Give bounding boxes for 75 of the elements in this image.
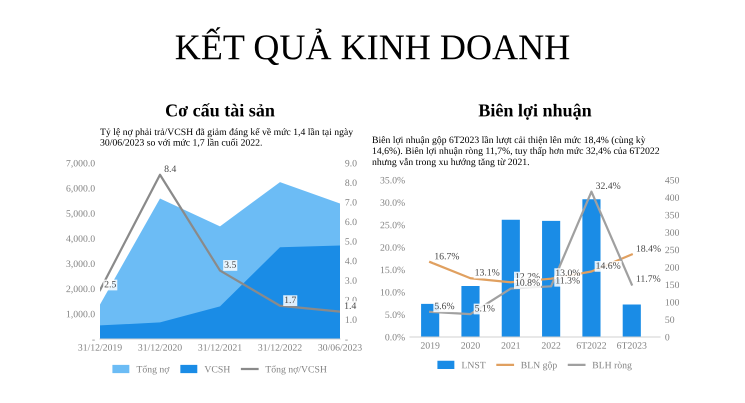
data-label: 5.6%	[434, 302, 454, 310]
data-label: 13.0%	[556, 269, 580, 276]
legend-label: LNST	[462, 362, 486, 368]
y2-tick-label: 100	[666, 299, 680, 306]
bar	[622, 304, 641, 337]
y2-tick-label: 50	[665, 316, 674, 324]
data-label: 12.2%	[516, 273, 540, 280]
x-tick-label: 6T2023	[617, 342, 647, 349]
y2-tick-label: 6.0	[345, 218, 357, 226]
y2-tick-label: 400	[665, 194, 680, 201]
data-label: 11.7%	[636, 275, 660, 282]
data-label: 1.7	[285, 296, 296, 304]
y-tick-label: 6,000.0	[66, 185, 95, 194]
y-tick-label: 0.0%	[385, 334, 405, 341]
y2-tick-label: 300	[665, 229, 680, 236]
y-tick-label: 5,000.0	[66, 210, 95, 218]
legend-label: Tổng nợ/VCSH	[265, 365, 327, 374]
chart-subtitle: Biên lợi nhuận gộp 6T2023 lần lượt cải thiện lên mức 18,4% (cùng kỳ 14,6%). Biên lợi nhuận ròng 11,7%, tuy thấp hơn mức 32,4% của 6T2022 nhưng vẫn trong xu hướng tăng từ 2021.	[372, 136, 660, 168]
y2-tick-label: 350	[665, 212, 680, 218]
legend-label: BLH ròng	[592, 361, 632, 370]
y2-tick-label: 5.0	[345, 238, 357, 245]
x-tick-label: 30/06/2023	[318, 344, 362, 351]
data-label: 5.1%	[475, 304, 495, 312]
chart-title: Biên lợi nhuận	[478, 104, 592, 120]
data-label: 8.4	[164, 165, 176, 172]
y-tick-label: 1,000.0	[66, 310, 95, 319]
chart-title: Cơ cấu tài sản	[166, 103, 275, 117]
data-label: 10.8%	[516, 279, 540, 286]
y-tick-label: 25.0%	[380, 222, 405, 228]
y-tick-label: 20.0%	[380, 244, 405, 251]
data-label: 32.4%	[596, 182, 620, 190]
y2-tick-label: 7.0	[346, 199, 357, 206]
legend-label: BLN gộp	[521, 361, 557, 370]
data-label: 16.7%	[435, 252, 460, 260]
data-label: 18.4%	[636, 245, 661, 252]
y2-tick-label: 250	[665, 246, 680, 254]
x-tick-label: 2019	[420, 342, 440, 349]
y-tick-label: 4,000.0	[66, 235, 95, 244]
y-tick-label: 7,000.0	[66, 160, 95, 168]
x-tick-label: 31/12/2019	[78, 344, 122, 351]
y-tick-label: 2,000.0	[66, 286, 95, 294]
y-tick-label: 5.0%	[385, 311, 405, 318]
x-tick-label: 2022	[542, 342, 560, 349]
data-label: 3.5	[224, 261, 236, 268]
y2-tick-label: 3.0	[345, 277, 357, 284]
chart-subtitle: Tỷ lệ nợ phải trả/VCSH đã giảm đáng kể về mức 1,4 lần tại ngày 30/06/2023 so với mức 1,7 lần cuối 2022.	[100, 128, 354, 148]
y2-tick-label: 150	[666, 282, 680, 288]
y-tick-label: 30.0%	[380, 199, 405, 206]
line-series	[429, 190, 633, 316]
data-label: 11.3%	[556, 277, 580, 284]
y2-tick-label: 450	[665, 176, 680, 184]
y2-tick-label: 8.0	[345, 179, 357, 186]
data-label: 2.5	[104, 280, 116, 288]
data-label: 1.4	[345, 302, 356, 309]
y2-tick-label: 1.0	[346, 316, 357, 323]
legend-label: VCSH	[204, 366, 230, 373]
x-tick-label: 2021	[502, 342, 520, 349]
text: KẾT QUẢ KINH DOANH	[176, 27, 570, 66]
y2-tick-label: 0	[665, 334, 670, 340]
y2-tick-label: 9.0	[345, 160, 357, 167]
x-tick-label: 31/12/2022	[258, 344, 302, 351]
y-tick-label: 3,000.0	[66, 260, 95, 268]
x-tick-label: 2020	[461, 342, 480, 349]
x-tick-label: 31/12/2020	[138, 344, 182, 351]
data-label: 13.1%	[476, 268, 500, 276]
x-tick-label: 6T2022	[576, 342, 606, 349]
legend-label: Tổng nợ	[136, 365, 170, 374]
y2-tick-label: 4.0	[345, 258, 357, 264]
data-label: 14.6%	[596, 262, 620, 269]
x-tick-label: 31/12/2021	[198, 344, 242, 351]
y-tick-label: 35.0%	[380, 176, 405, 184]
y-tick-label: 10.0%	[380, 289, 405, 296]
y-tick-label: 15.0%	[380, 266, 405, 274]
y2-tick-label: 200	[665, 264, 680, 271]
line-series	[100, 174, 340, 313]
